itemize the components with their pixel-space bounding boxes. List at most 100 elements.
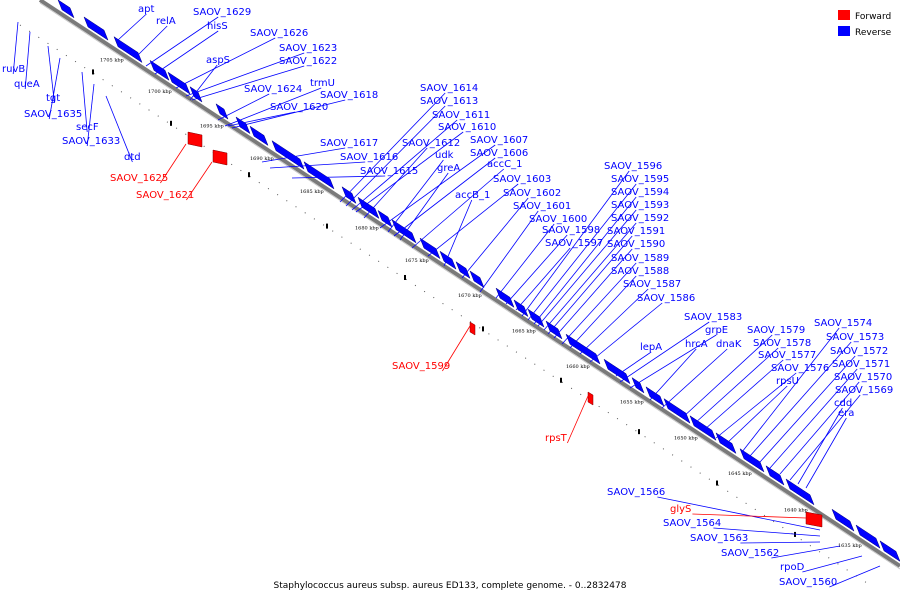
- gene-label: SAOV_1615: [360, 166, 418, 177]
- leader-line: [657, 496, 821, 531]
- reverse-gene-block: [303, 161, 335, 190]
- leader-line: [379, 144, 496, 229]
- gene-label: SAOV_1606: [470, 148, 528, 159]
- forward-gene-block: [469, 321, 476, 336]
- leader-line: [802, 555, 863, 573]
- gene-label: SAOV_1607: [470, 135, 528, 146]
- tick-label: 1670 kbp: [458, 293, 482, 299]
- leader-line: [769, 368, 858, 469]
- track-mark: [716, 480, 718, 486]
- gene-label: SAOV_1586: [637, 293, 695, 304]
- leader-line: [703, 359, 784, 431]
- gene-label: SAOV_1590: [607, 239, 665, 250]
- leader-line: [81, 71, 88, 133]
- gene-label: SAOV_1620: [270, 102, 328, 113]
- leader-line: [521, 170, 630, 317]
- leader-line: [393, 157, 496, 237]
- leader-line: [154, 30, 219, 75]
- reverse-gene-block: [357, 196, 380, 220]
- tick-label: 1650 kbp: [674, 435, 698, 441]
- gene-label: trmU: [310, 78, 335, 89]
- track-mark: [326, 223, 328, 229]
- track-mark: [560, 377, 562, 383]
- leader-line: [387, 159, 444, 233]
- leader-line: [185, 52, 305, 97]
- gene-label: SAOV_1578: [753, 338, 811, 349]
- forward-gene-blocks: [187, 131, 823, 528]
- gene-label: dtd: [124, 152, 141, 163]
- leader-line: [547, 235, 633, 335]
- reverse-gene-block: [831, 508, 855, 532]
- leader-line: [693, 347, 779, 425]
- gene-label: SAOV_1623: [279, 43, 337, 54]
- genome-axis: [38, 0, 900, 568]
- forward-gene-block: [187, 131, 203, 148]
- leader-line: [134, 25, 168, 59]
- gene-label: SAOV_1592: [611, 213, 669, 224]
- leader-line: [291, 175, 386, 179]
- leader-line: [479, 210, 539, 293]
- leader-line: [217, 93, 270, 121]
- tick-label: 1705 kbp: [100, 57, 124, 63]
- leader-line: [740, 541, 821, 544]
- leader-line: [24, 31, 31, 90]
- tick-label: 1665 kbp: [512, 329, 536, 335]
- leader-line: [629, 334, 717, 389]
- forward-gene-block: [805, 511, 823, 528]
- leader-line: [186, 161, 213, 201]
- gene-label: SAOV_1610: [438, 122, 496, 133]
- gene-label: SAOV_1613: [420, 96, 478, 107]
- reverse-gene-block: [527, 308, 545, 328]
- leader-line: [569, 275, 637, 349]
- leader-line: [797, 407, 843, 485]
- forward-track: [19, 24, 871, 586]
- tick-label: 1675 kbp: [405, 258, 429, 264]
- tick-label: 1685 kbp: [300, 189, 324, 195]
- gene-label: accC_1: [487, 159, 522, 170]
- gene-label: SAOV_1600: [529, 214, 587, 225]
- gene-label: SAOV_1611: [432, 110, 490, 121]
- leader-line: [505, 234, 568, 305]
- gene-label: SAOV_1593: [611, 200, 669, 211]
- legend-reverse-label: Reverse: [855, 28, 892, 38]
- gene-label: rpsT: [545, 433, 568, 444]
- gene-label: rpoD: [780, 562, 805, 573]
- reverse-gene-block: [249, 125, 269, 147]
- track-mark: [248, 172, 250, 178]
- tick-label: 1655 kbp: [620, 400, 644, 406]
- legend-forward-label: Forward: [855, 12, 891, 22]
- leader-line: [411, 168, 505, 249]
- reverse-gene-block: [215, 103, 229, 120]
- leader-line: [145, 16, 219, 67]
- gene-label: SAOV_1564: [663, 518, 721, 529]
- leader-line: [48, 57, 61, 120]
- gene-label: SAOV_1576: [771, 363, 829, 374]
- leader-line: [615, 351, 652, 377]
- track-mark: [92, 69, 94, 75]
- gene-label: SAOV_1624: [244, 84, 302, 95]
- gene-label: SAOV_1562: [721, 548, 779, 559]
- reverse-gene-block: [565, 333, 601, 365]
- gene-label: glyS: [670, 504, 691, 515]
- leader-line: [227, 111, 296, 127]
- leader-line: [829, 565, 881, 588]
- leader-line: [771, 545, 841, 559]
- gene-label: SAOV_1618: [320, 90, 378, 101]
- gene-label: SAOV_1601: [513, 201, 571, 212]
- gene-label: secF: [76, 122, 99, 133]
- gene-label: hisS: [207, 21, 228, 32]
- gene-label: SAOV_1635: [24, 109, 82, 120]
- leader-line: [224, 87, 322, 127]
- gene-label: SAOV_1633: [62, 136, 120, 147]
- leader-line: [443, 199, 473, 267]
- leader-line: [351, 119, 458, 211]
- leader-line: [579, 288, 649, 355]
- gene-label: SAOV_1569: [835, 385, 893, 396]
- gene-label: SAOV_1626: [250, 28, 308, 39]
- leader-line: [759, 355, 856, 463]
- forward-gene-block: [587, 391, 594, 406]
- reverse-gene-block: [167, 71, 191, 95]
- gene-label: SAOV_1572: [830, 346, 888, 357]
